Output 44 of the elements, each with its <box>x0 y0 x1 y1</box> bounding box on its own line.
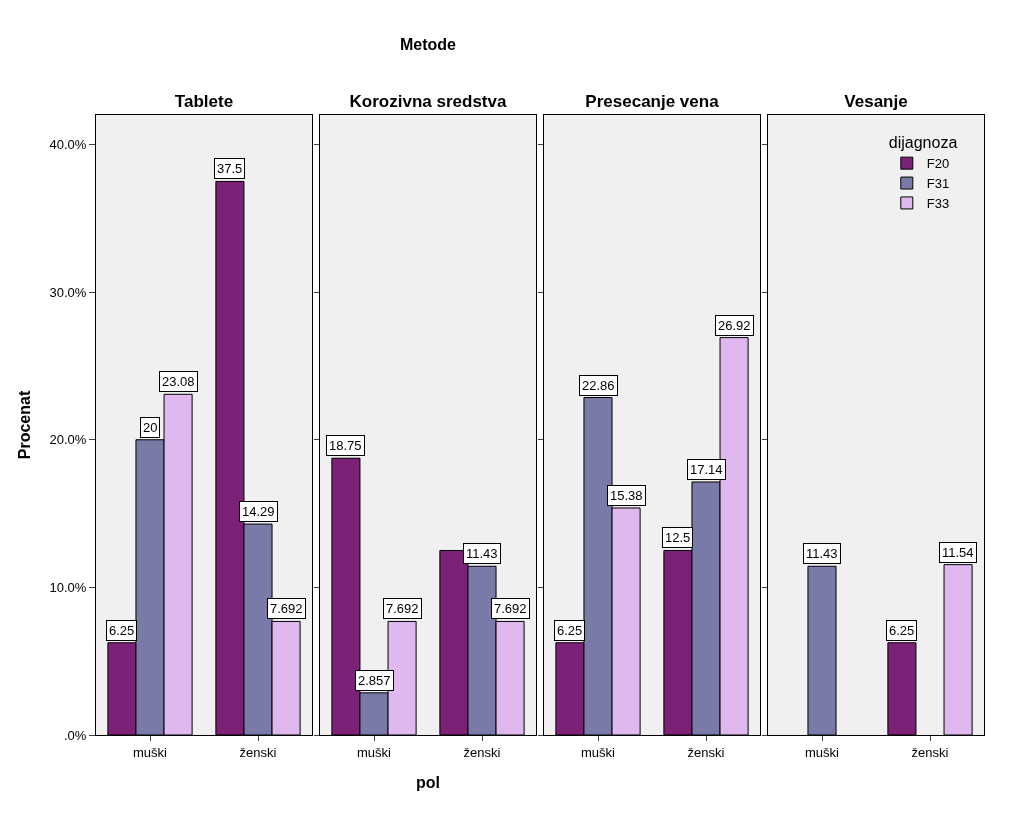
data-label: 14.29 <box>242 504 275 519</box>
chart-title: Vesanje <box>844 92 908 111</box>
x-tick-label: muški <box>581 744 616 760</box>
data-label: 6.25 <box>889 623 915 638</box>
x-tick-label: muški <box>357 744 392 760</box>
y-tick-label: 30.0% <box>49 284 87 300</box>
data-label: 23.08 <box>162 374 195 389</box>
x-tick-label: ženski <box>687 744 725 760</box>
x-tick-label: muški <box>133 744 168 760</box>
data-label: 22.86 <box>582 378 615 393</box>
data-label: 7.692 <box>386 601 419 616</box>
legend-label: F33 <box>926 196 950 212</box>
x-tick-label: ženski <box>911 744 949 760</box>
y-tick-label: .0% <box>63 727 87 743</box>
chart-title: Tablete <box>174 92 234 111</box>
data-label: 2.857 <box>358 673 391 688</box>
data-label: 7.692 <box>494 601 527 616</box>
chart-title: Presecanje vena <box>585 92 720 111</box>
y-tick-label: 10.0% <box>49 579 87 595</box>
data-label: 7.692 <box>270 601 303 616</box>
x-tick-label: ženski <box>463 744 501 760</box>
y-tick-label: 40.0% <box>49 137 87 153</box>
data-label: 6.25 <box>109 623 135 638</box>
x-axis-title: pol <box>416 774 440 792</box>
data-label: 17.14 <box>690 462 723 477</box>
x-tick-label: muški <box>805 744 840 760</box>
text: Metode <box>400 36 457 53</box>
data-label: 11.43 <box>806 546 838 561</box>
data-label: 6.25 <box>557 623 583 638</box>
y-axis-title: Procenat <box>16 390 34 460</box>
data-label: 20 <box>143 420 158 435</box>
data-label: 15.38 <box>610 488 643 503</box>
chart-title: Korozivna sredstva <box>349 92 507 111</box>
data-label: 18.75 <box>329 438 362 453</box>
data-label: 11.54 <box>942 545 974 560</box>
y-tick-label: 20.0% <box>49 432 87 448</box>
legend-label: F31 <box>926 176 950 192</box>
data-label: 37.5 <box>217 161 243 176</box>
data-label: 11.43 <box>466 546 498 561</box>
x-tick-label: ženski <box>239 744 277 760</box>
legend-title: dijagnoza <box>888 134 958 152</box>
data-label: 26.92 <box>718 318 751 333</box>
legend-label: F20 <box>926 156 950 172</box>
data-label: 12.5 <box>665 530 691 545</box>
